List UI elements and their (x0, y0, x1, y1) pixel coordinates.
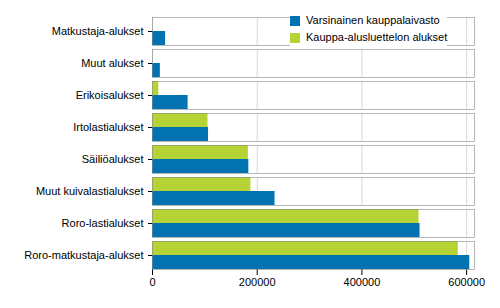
svg-text:0: 0 (149, 276, 155, 288)
svg-text:Muut alukset: Muut alukset (81, 57, 143, 69)
svg-text:Roro-lastialukset: Roro-lastialukset (62, 217, 144, 229)
svg-text:600000: 600000 (448, 276, 485, 288)
html-text:Kauppa-alusluettelon alukset: Kauppa-alusluettelon alukset (306, 31, 448, 43)
svg-text:400000: 400000 (344, 276, 381, 288)
html-text:Varsinainen kauppalaivasto: Varsinainen kauppalaivasto (306, 14, 440, 26)
svg-text:Säiliöalukset: Säiliöalukset (82, 153, 144, 165)
svg-text:Erikoisalukset: Erikoisalukset (76, 89, 144, 101)
svg-text:Matkustaja-alukset: Matkustaja-alukset (52, 25, 144, 37)
svg-text:Irtolastialukset: Irtolastialukset (73, 121, 143, 133)
svg-text:200000: 200000 (239, 276, 276, 288)
svg-text:Roro-matkustaja-alukset: Roro-matkustaja-alukset (24, 249, 143, 261)
svg-text:Muut kuivalastialukset: Muut kuivalastialukset (36, 185, 144, 197)
